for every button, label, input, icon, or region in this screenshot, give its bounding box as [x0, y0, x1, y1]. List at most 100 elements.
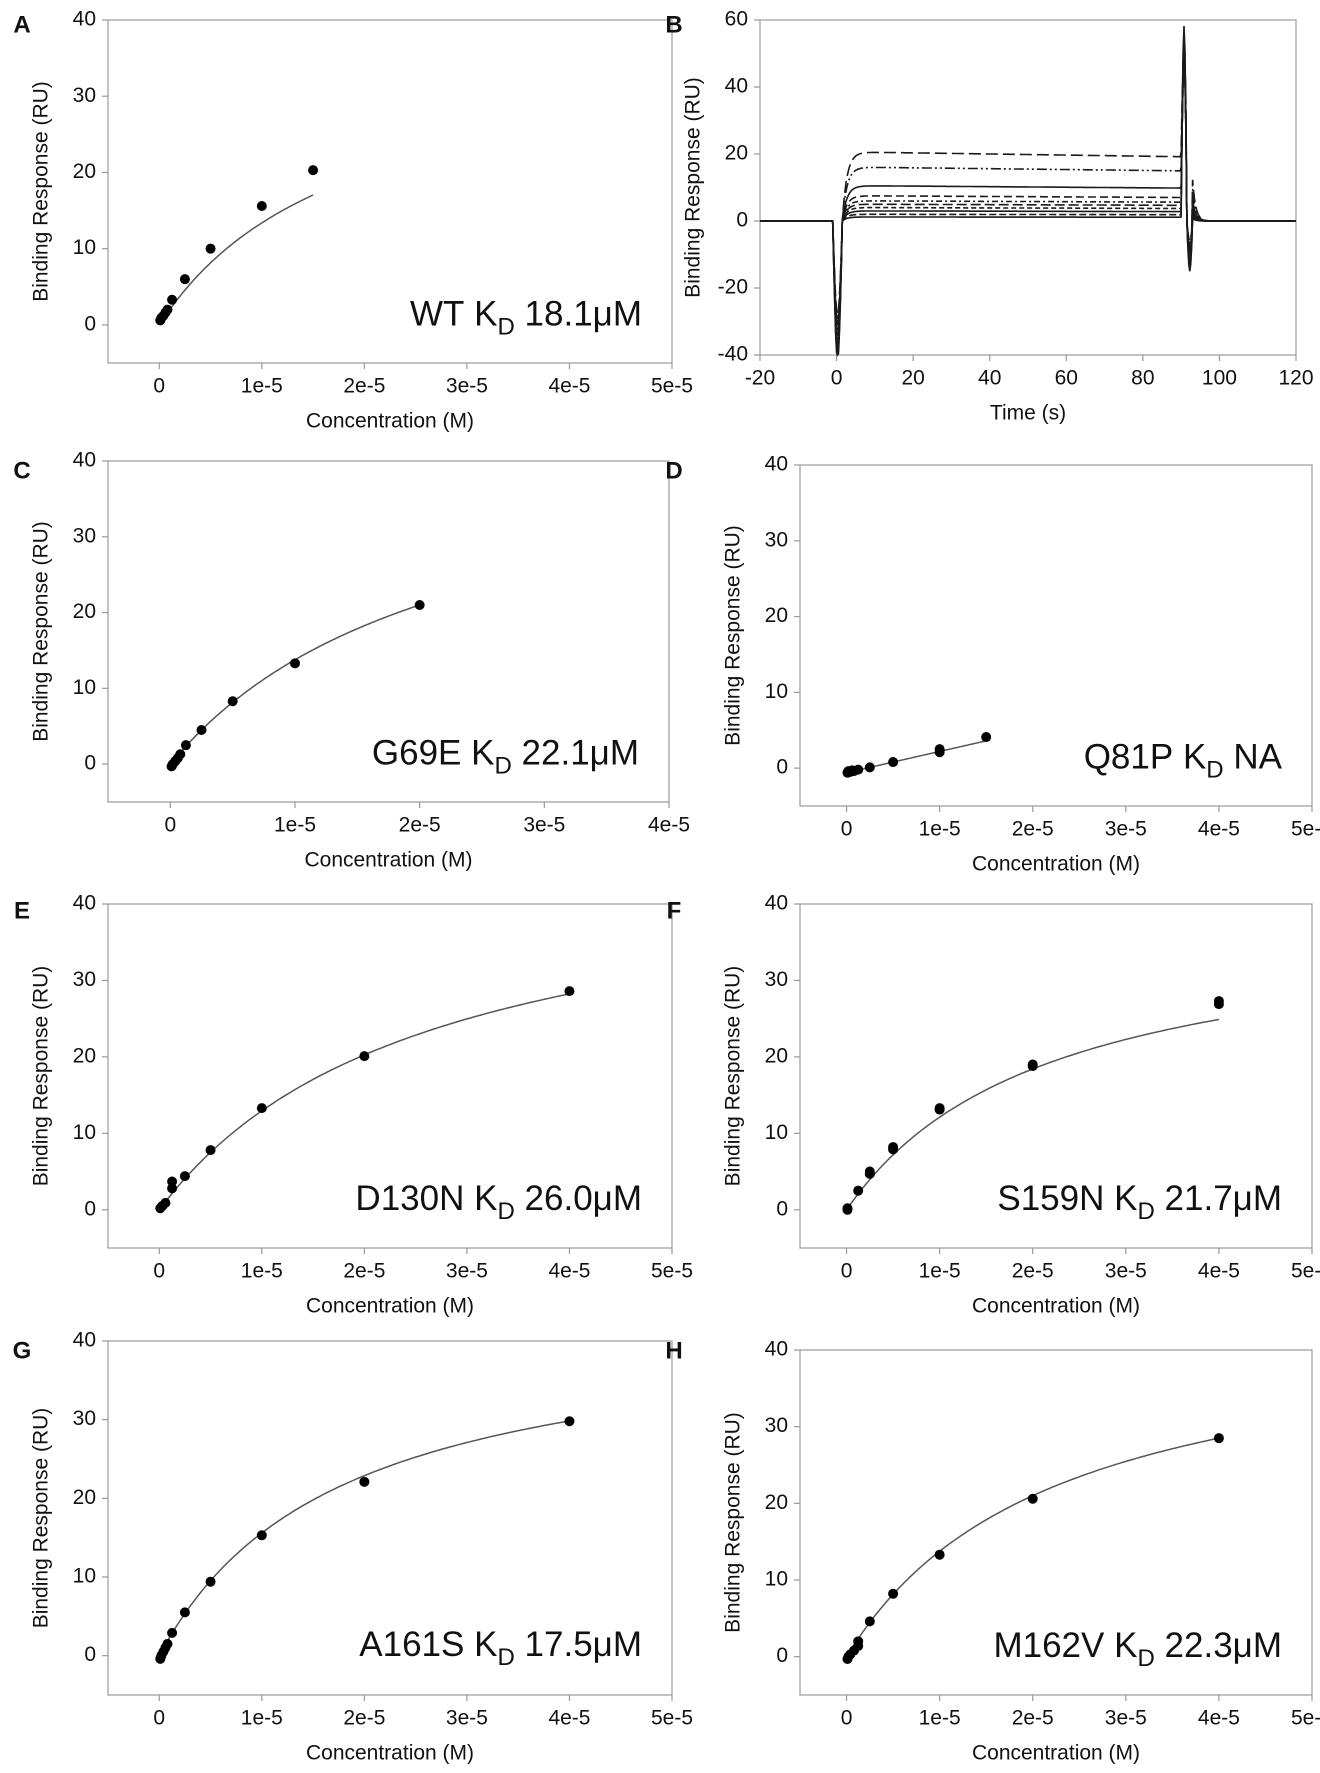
kd-spacer: [1104, 1179, 1114, 1218]
x-tick-label: 1e-5: [241, 375, 283, 398]
x-tick-label: 1e-5: [274, 814, 316, 837]
panel-g: G 0 10 20 30 40 0 1e-5 2e-5 3e-5 4e-5 5e-5 Concentra…: [13, 1329, 693, 1765]
x-tick-label: 1e-5: [241, 1260, 283, 1283]
data-point: [205, 1576, 216, 1587]
kd-symbol: K: [474, 1625, 497, 1664]
kd-spacer: [512, 733, 522, 772]
y-tick-label: 60: [725, 8, 748, 31]
x-tick-label: 0: [841, 1260, 853, 1283]
data-point: [1027, 1059, 1038, 1070]
y-tick-label: 0: [84, 1643, 96, 1666]
data-point: [205, 1145, 216, 1156]
y-tick-label: 10: [73, 676, 96, 699]
y-tick-label: 10: [765, 1121, 788, 1144]
data-point: [359, 1051, 370, 1062]
panel-letter: F: [667, 897, 682, 924]
x-tick-label: 2e-5: [399, 814, 441, 837]
kd-value: 18.1μM: [525, 294, 642, 333]
y-tick-label: 30: [765, 528, 788, 551]
sensorgram-trace: [760, 56, 1296, 320]
x-tick-label: 5e-5: [1291, 818, 1320, 841]
x-tick-label: 5e-5: [651, 375, 693, 398]
y-tick-label: 40: [73, 8, 96, 31]
kd-spacer: [515, 1179, 525, 1218]
y-axis-label: Binding Response (RU): [30, 1408, 53, 1629]
data-point: [934, 1549, 945, 1560]
x-axis-label: Concentration (M): [972, 1295, 1140, 1318]
data-point: [175, 749, 186, 760]
y-tick-label: 10: [765, 680, 788, 703]
x-tick-label: 4e-5: [648, 814, 690, 837]
data-point: [227, 696, 238, 707]
kd-subscript: D: [1137, 1645, 1154, 1672]
data-point: [842, 1203, 853, 1214]
x-tick-label: 3e-5: [1105, 1260, 1147, 1283]
y-axis-label: Binding Response (RU): [722, 525, 745, 746]
data-point: [564, 986, 575, 997]
panel-h: H 0 10 20 30 40 0 1e-5 2e-5 3e-5 4e-5 5e-5 Concentra…: [665, 1337, 1320, 1764]
data-point: [179, 1171, 190, 1182]
kd-spacer: [461, 733, 471, 772]
y-tick-label: 0: [776, 1644, 788, 1667]
kd-annotation: D130N KD 26.0μM: [355, 1179, 642, 1225]
y-axis-label: Binding Response (RU): [722, 1412, 745, 1633]
y-tick-label: 20: [73, 1486, 96, 1509]
y-tick-label: 40: [725, 75, 748, 98]
plot-frame: [799, 1349, 1313, 1696]
y-tick-label: 30: [765, 1414, 788, 1437]
y-tick-label: 30: [765, 968, 788, 991]
y-tick-label: 40: [765, 1338, 788, 1361]
data-point: [1213, 996, 1224, 1007]
x-tick-label: 0: [153, 1707, 165, 1730]
x-tick-label: 3e-5: [446, 1260, 488, 1283]
plot-frame: [107, 903, 673, 1249]
kd-spacer: [1104, 1626, 1114, 1665]
kd-subscript: D: [497, 1644, 514, 1671]
y-tick-label: 30: [73, 1407, 96, 1430]
x-tick-label: 4e-5: [548, 1707, 590, 1730]
kd-subscript: D: [497, 1198, 514, 1225]
y-axis-label: Binding Response (RU): [682, 77, 705, 298]
data-point: [256, 200, 267, 211]
variant-name: Q81P: [1084, 737, 1174, 776]
kd-subscript: D: [1137, 1198, 1154, 1225]
panel-letter: B: [665, 11, 682, 38]
x-axis-label: Concentration (M): [306, 1742, 474, 1765]
kd-annotation: G69E KD 22.1μM: [372, 733, 639, 779]
data-point: [167, 1183, 178, 1194]
x-tick-label: 0: [153, 1260, 165, 1283]
y-tick-label: 0: [776, 1197, 788, 1220]
kd-value: 22.3μM: [1165, 1626, 1282, 1665]
kd-spacer: [1224, 737, 1234, 776]
plot-frame: [759, 19, 1297, 356]
x-tick-label: 1e-5: [919, 818, 961, 841]
x-tick-label: 1e-5: [919, 1707, 961, 1730]
kd-subscript: D: [494, 752, 511, 779]
x-tick-label: 3e-5: [446, 1707, 488, 1730]
plot-frame: [107, 460, 670, 803]
data-point: [888, 757, 899, 768]
x-tick-label: 1e-5: [241, 1707, 283, 1730]
data-point: [864, 762, 875, 773]
kd-value: 17.5μM: [525, 1625, 642, 1664]
data-point: [888, 1142, 899, 1153]
kd-value: NA: [1233, 737, 1282, 776]
kd-annotation: A161S KD 17.5μM: [359, 1625, 642, 1671]
y-tick-label: 10: [73, 236, 96, 259]
x-tick-label: 4e-5: [1198, 1260, 1240, 1283]
data-point: [256, 1530, 267, 1541]
x-tick-label: 3e-5: [1105, 818, 1147, 841]
data-point: [160, 1197, 171, 1208]
x-tick-label: 0: [164, 814, 176, 837]
y-tick-label: 20: [765, 1491, 788, 1514]
y-tick-label: 30: [73, 968, 96, 991]
variant-name: M162V: [993, 1626, 1105, 1665]
x-axis-label: Concentration (M): [972, 853, 1140, 876]
data-point: [179, 1607, 190, 1618]
data-point: [853, 764, 864, 775]
variant-name: A161S: [359, 1625, 464, 1664]
kd-symbol: K: [474, 294, 497, 333]
y-tick-label: 20: [73, 1044, 96, 1067]
panel-d: D 0 10 20 30 40 0 1e-5 2e-5 3e-5 4e-5 5e-5 Concentra…: [665, 453, 1320, 876]
